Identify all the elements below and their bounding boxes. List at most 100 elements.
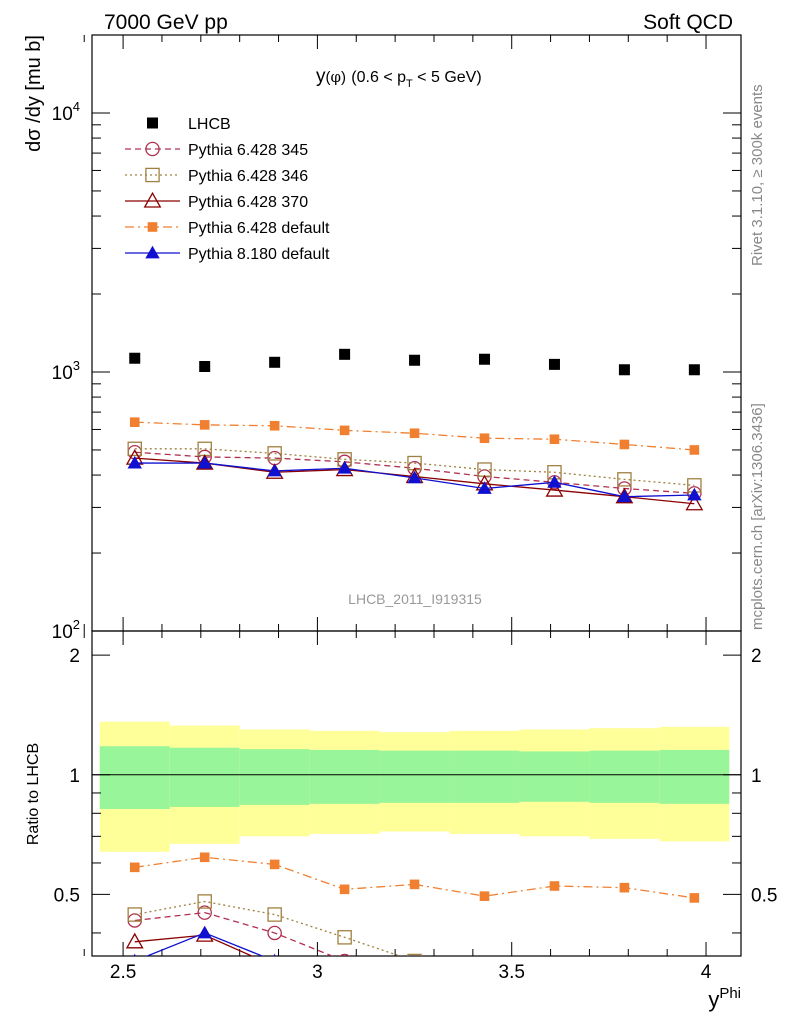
data-point (548, 358, 560, 370)
marker-point (197, 925, 212, 939)
marker-point (199, 420, 210, 430)
marker-point (129, 862, 140, 873)
marker-point (545, 480, 564, 497)
legend-entry-pythia-8-180-default: Pythia 8.180 default (125, 245, 330, 263)
marker-point (267, 925, 282, 941)
ratio-series-line (145, 932, 264, 956)
marker-point (197, 455, 212, 469)
marker-point (409, 879, 420, 890)
data-point (199, 360, 211, 372)
main-plot-marks (125, 348, 704, 511)
data-point (409, 354, 421, 366)
y-tick-label: 104 (52, 99, 80, 125)
header-left: 7000 GeV pp (104, 11, 228, 34)
marker-point (547, 475, 562, 488)
ratio-y-tick-label: 1 (69, 766, 80, 787)
marker-point (197, 905, 212, 920)
x-tick-label: 3 (312, 962, 323, 983)
x-tick-label: 3.5 (499, 962, 525, 983)
marker-point (147, 222, 158, 232)
ratio-plot-marks (125, 852, 703, 1014)
legend-entry-pythia-6-428-default: Pythia 6.428 default (125, 220, 330, 237)
marker-point (687, 487, 702, 501)
data-point (688, 364, 700, 376)
marker-point (337, 975, 351, 988)
legend-entry-lhcb: LHCB (147, 116, 231, 133)
data-point (147, 117, 158, 129)
marker-point (339, 884, 350, 895)
ratio-y-tick-label-right: 0.5 (751, 885, 777, 906)
data-point (479, 353, 491, 365)
ratio-y-axis-label: Ratio to LHCB (25, 743, 42, 845)
analysis-id: LHCB_2011_I919315 (348, 591, 482, 607)
ratio-series-line (134, 900, 402, 956)
series-line (134, 448, 695, 487)
data-point (269, 356, 281, 368)
legend-entry-pythia-6-428-346: Pythia 6.428 346 (125, 167, 308, 185)
ratio-band-inner (659, 749, 730, 804)
axis-ticks: 2.5 3 3.5 4 102 103 104 0.5 0.5 1 1 2 2 (52, 34, 777, 983)
marker-point (269, 859, 280, 870)
ratio-y-tick-label: 2 (69, 646, 80, 667)
ratio-series-pythia-8-180-default (133, 925, 701, 1007)
x-axis-label: yPhi (708, 985, 741, 1012)
marker-point (689, 893, 700, 903)
marker-point (618, 976, 631, 989)
marker-point (549, 881, 560, 891)
marker-point (339, 425, 350, 436)
marker-point (129, 417, 140, 427)
marker-point (478, 965, 491, 978)
legend-label: Pythia 6.428 346 (188, 168, 308, 185)
legend-label: LHCB (188, 116, 231, 133)
x-tick-label: 4 (701, 962, 712, 983)
marker-point (145, 141, 160, 157)
series-lhcb-data (129, 348, 700, 376)
marker-point (337, 930, 352, 945)
marker-point (133, 953, 137, 956)
header-right: Soft QCD (643, 11, 733, 34)
ratio-series-pythia-6-428-346 (127, 894, 701, 995)
marker-point (125, 932, 144, 949)
marker-point (685, 494, 704, 511)
marker-point (479, 433, 490, 444)
marker-point (549, 434, 560, 445)
marker-point (687, 1000, 703, 1014)
x-tick-label: 2.5 (110, 962, 136, 983)
ratio-band-inner (99, 746, 170, 810)
legend-entry-pythia-6-428-370: Pythia 6.428 370 (125, 191, 308, 211)
ratio-plot-frame (91, 630, 742, 957)
marker-point (688, 982, 701, 995)
ratio-series-pythia-6-428-370 (125, 925, 703, 1014)
marker-point (617, 994, 631, 1007)
marker-point (407, 975, 423, 989)
marker-point (337, 969, 353, 983)
marker-point (687, 994, 701, 1007)
marker-point (145, 245, 160, 259)
series-pythia-6-428-default (129, 417, 700, 455)
marker-point (267, 958, 283, 972)
marker-point (143, 191, 162, 208)
y-tick-label: 102 (52, 617, 80, 643)
data-point (618, 364, 630, 376)
ratio-series-pythia-6-428-default (129, 852, 700, 903)
marker-point (195, 453, 214, 470)
ratio-series-group (125, 852, 703, 1014)
plot-title: y(φ) (0.6 < pT < 5 GeV) (316, 66, 482, 90)
legend-label: Pythia 6.428 default (188, 220, 330, 237)
y-tick-label: 103 (52, 358, 80, 384)
marker-point (407, 470, 422, 484)
y-axis-label: dσ /dy [mu b] (23, 35, 45, 152)
marker-point (477, 981, 493, 995)
ratio-series-line (134, 934, 254, 956)
marker-point (269, 420, 280, 431)
ratio-series-pythia-6-428-345 (127, 905, 561, 989)
ratio-band-inner (169, 747, 240, 807)
legend-label: Pythia 6.428 370 (188, 194, 308, 211)
marker-point (548, 976, 561, 989)
ratio-band-inner (589, 750, 660, 803)
marker-point (548, 970, 561, 983)
marker-point (407, 981, 421, 994)
marker-point (617, 472, 632, 487)
ratio-series-line (134, 911, 334, 956)
